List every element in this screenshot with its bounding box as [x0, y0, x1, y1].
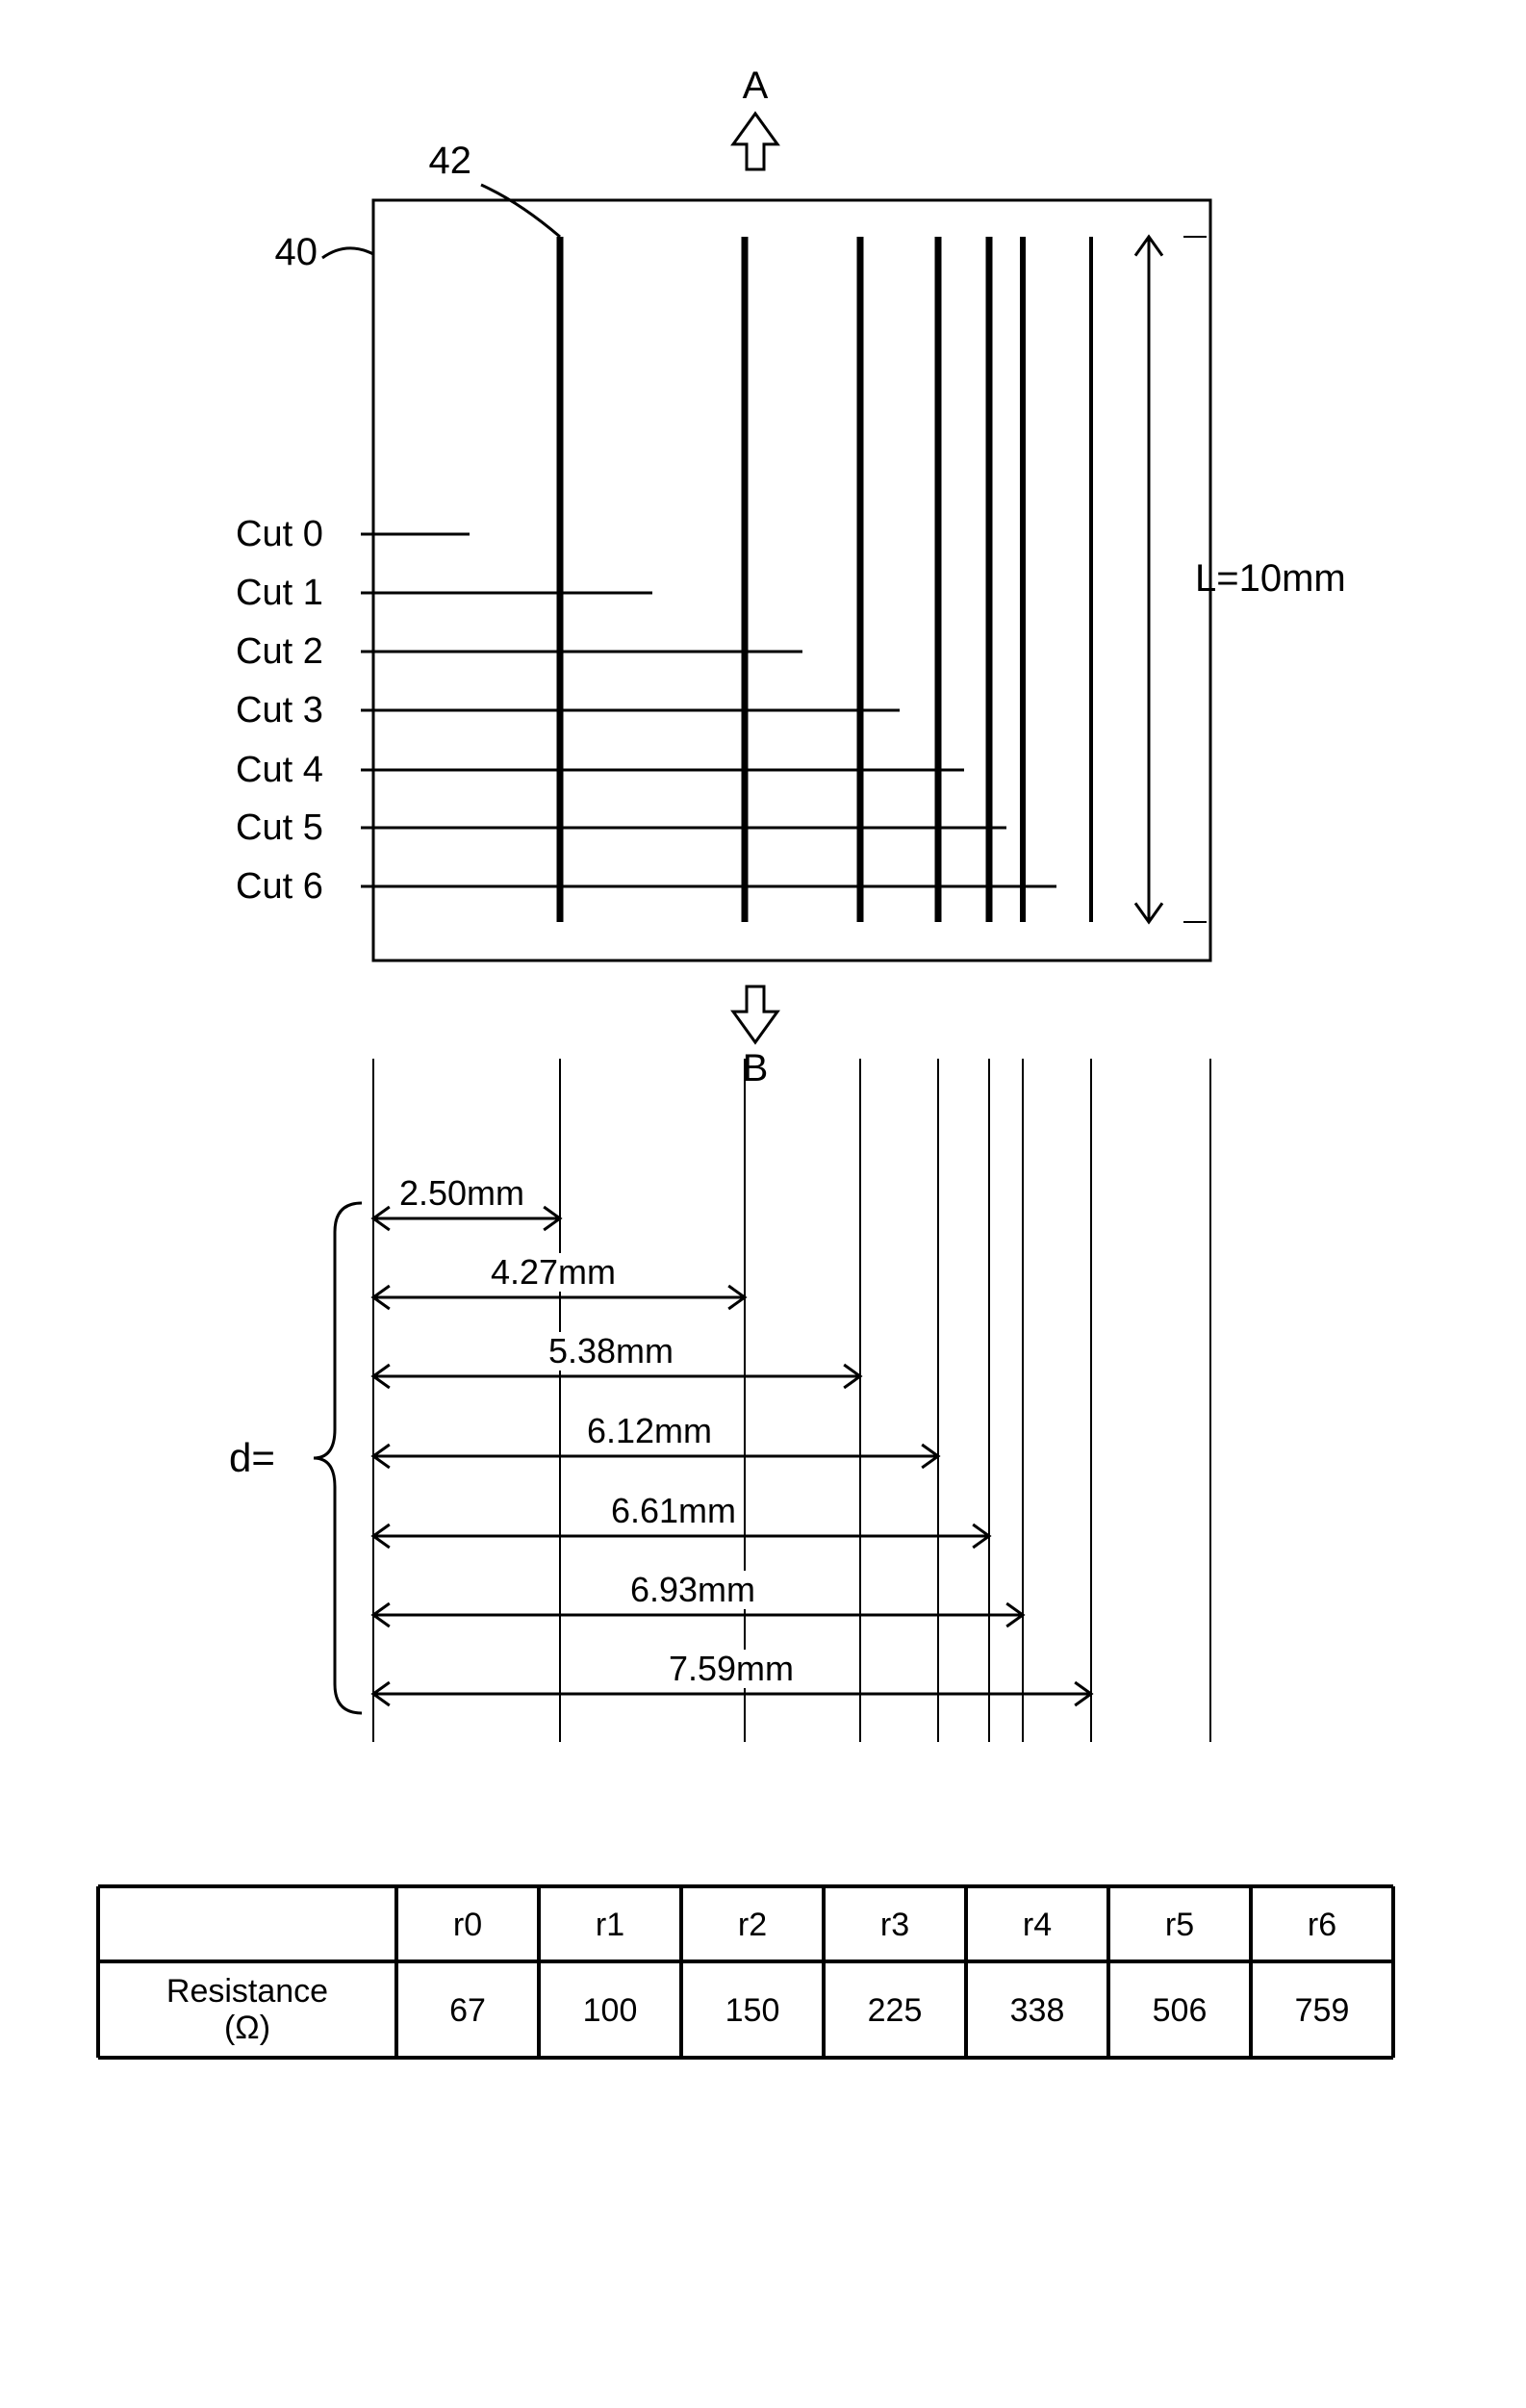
cut-label: Cut 3: [236, 690, 323, 730]
ref-42-leader: [481, 185, 560, 237]
label-b: B: [743, 1047, 769, 1089]
label-a: A: [743, 64, 769, 107]
table-cell: 338: [1010, 1992, 1065, 2029]
brace: [314, 1203, 362, 1713]
table-header: r3: [880, 1907, 909, 1943]
table-cell: 150: [725, 1992, 780, 2029]
table-header: r1: [596, 1907, 624, 1943]
cut-label: Cut 5: [236, 807, 323, 848]
cut-label: Cut 4: [236, 750, 323, 790]
dim-text: 6.12mm: [587, 1411, 712, 1450]
table-cell: 506: [1153, 1992, 1208, 2029]
table-header: r5: [1165, 1907, 1194, 1943]
dim-text: 6.93mm: [630, 1570, 755, 1609]
d-label: d=: [229, 1435, 275, 1480]
outline-box: [373, 200, 1210, 961]
dim-text: 6.61mm: [611, 1491, 736, 1530]
cut-label: Cut 2: [236, 631, 323, 672]
dim-text: 7.59mm: [669, 1649, 794, 1688]
table-cell: 225: [868, 1992, 923, 2029]
length-label: L=10mm: [1195, 557, 1346, 600]
row-label: Resistance: [166, 1973, 328, 2010]
table-cell: 759: [1295, 1992, 1350, 2029]
dim-text: 5.38mm: [548, 1331, 674, 1371]
cut-label: Cut 6: [236, 866, 323, 907]
table-cell: 100: [583, 1992, 638, 2029]
table-header: r4: [1023, 1907, 1052, 1943]
dim-text: 4.27mm: [491, 1252, 616, 1292]
table-header: r2: [738, 1907, 767, 1943]
row-label-unit: (Ω): [224, 2010, 270, 2046]
table-cell: 67: [449, 1992, 486, 2029]
table-header: r6: [1308, 1907, 1336, 1943]
dim-text: 2.50mm: [399, 1173, 524, 1213]
ref-42: 42: [429, 140, 472, 182]
cut-label: Cut 0: [236, 514, 323, 554]
table-header: r0: [453, 1907, 482, 1943]
ref-40: 40: [275, 231, 318, 273]
ref-40-leader: [322, 248, 373, 258]
cut-label: Cut 1: [236, 573, 323, 613]
